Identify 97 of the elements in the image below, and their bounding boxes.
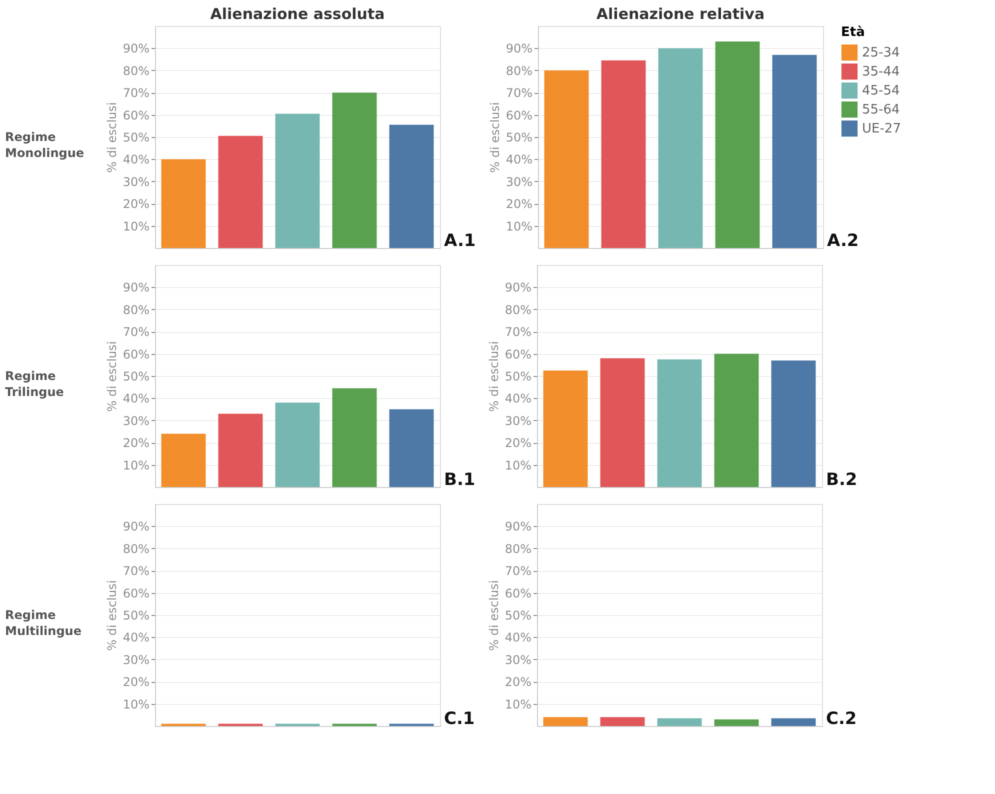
y-tick-label: 50% [122,608,150,622]
text: A.2 [827,231,859,251]
y-tick-label: 90% [122,42,150,56]
y-axis-title: % di esclusi [486,341,501,412]
legend-label: 55-64 [862,102,900,118]
bar [161,434,206,487]
bar [657,359,702,487]
y-tick-label: 90% [122,280,150,295]
bar [771,360,816,487]
bar [218,414,263,487]
bar [389,124,434,248]
y-axis-title: % di esclusi [488,102,502,173]
y-tick-label: 70% [504,325,532,340]
y-tick-label: 10% [506,219,532,234]
y-tick-label: 20% [122,436,150,450]
bar [218,136,263,248]
y-tick-label: 80% [506,64,532,78]
y-tick-label: 60% [122,586,150,600]
y-tick-label: 10% [122,458,150,472]
y-tick-label: 70% [122,564,150,578]
y-tick-label: 40% [122,630,150,645]
text: C.1 [444,709,475,729]
bar [332,92,377,248]
y-tick-label: 80% [122,64,150,78]
y-tick-label: 70% [122,325,150,340]
bar [161,159,206,248]
y-tick-label: 80% [504,542,532,556]
y-tick-label: 10% [504,458,532,472]
bar [275,114,320,248]
y-tick-label: 40% [504,392,532,406]
y-tick-label: 90% [504,520,532,534]
y-tick-label: 30% [506,174,532,189]
legend-label: UE-27 [862,122,901,136]
y-tick-label: 80% [122,542,150,556]
y-axis-title: % di esclusi [104,580,119,651]
y-tick-label: 10% [122,697,150,712]
text: A.1 [444,231,476,251]
bar [332,388,377,487]
y-tick-label: 30% [504,652,532,667]
y-tick-label: 50% [504,608,532,622]
text: Regime Multilingue [5,608,82,638]
bar [601,60,646,248]
legend-title: Età [841,25,865,40]
legend-label: 35-44 [862,64,900,80]
y-tick-label: 80% [504,302,532,317]
y-tick-label: 10% [122,219,150,234]
y-tick-label: 30% [122,652,150,667]
bar [600,358,645,487]
text: Regime Trilingue [5,369,64,399]
text: B.2 [826,470,858,490]
bar [389,409,434,487]
y-tick-label: 60% [504,586,532,600]
y-tick-label: 70% [122,86,150,100]
y-tick-label: 80% [122,302,150,317]
y-tick-label: 10% [504,697,532,712]
y-tick-label: 50% [504,370,532,384]
y-tick-label: 20% [506,197,532,212]
y-tick-label: 50% [122,370,150,384]
bar [714,354,759,487]
chart-title: Alienazione relativa [596,5,765,23]
bar [772,54,817,248]
y-tick-label: 70% [504,564,532,578]
y-tick-label: 20% [504,436,532,450]
y-axis-title: % di esclusi [486,580,501,651]
y-tick-label: 40% [504,630,532,645]
bar [275,402,320,487]
bar [658,48,703,248]
y-tick-label: 40% [122,152,150,167]
legend-label: 45-54 [862,84,900,98]
y-tick-label: 90% [504,280,532,295]
text: Regime Monolingue [5,130,84,160]
y-tick-label: 90% [506,42,532,56]
y-tick-label: 40% [506,152,532,167]
y-tick-label: 20% [122,197,150,212]
y-tick-label: 30% [122,414,150,428]
y-axis-title: % di esclusi [104,102,119,173]
text: B.1 [444,470,476,490]
bar [544,70,589,248]
y-axis-title: % di esclusi [104,341,119,412]
y-tick-label: 70% [506,86,532,100]
text: C.2 [826,709,857,729]
y-tick-label: 50% [506,130,532,144]
y-tick-label: 50% [122,130,150,144]
y-tick-label: 60% [122,108,150,122]
y-tick-label: 60% [122,347,150,362]
legend-label: 25-34 [862,46,900,60]
y-tick-label: 40% [122,392,150,406]
chart-title: Alienazione assoluta [210,5,385,23]
y-tick-label: 60% [506,108,532,122]
bar [715,42,760,248]
y-tick-label: 30% [122,174,150,189]
y-tick-label: 30% [504,414,532,428]
y-tick-label: 20% [122,675,150,690]
y-tick-label: 90% [122,520,150,534]
y-tick-label: 20% [504,675,532,690]
y-tick-label: 60% [504,347,532,362]
bar [543,370,588,487]
